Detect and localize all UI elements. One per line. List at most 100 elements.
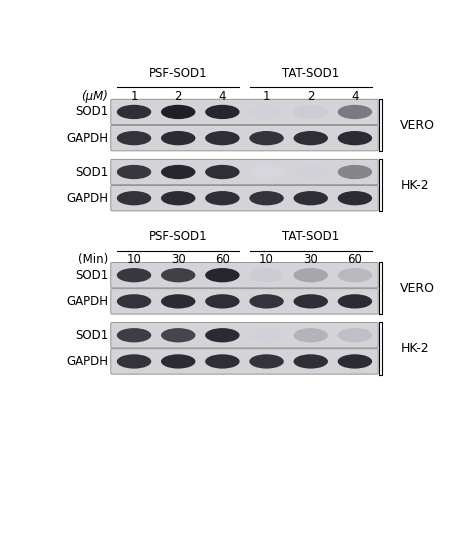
FancyBboxPatch shape: [111, 349, 378, 374]
Text: TAT-SOD1: TAT-SOD1: [282, 230, 339, 243]
Ellipse shape: [344, 134, 366, 143]
Ellipse shape: [252, 166, 281, 178]
Text: 30: 30: [303, 253, 318, 266]
Ellipse shape: [296, 106, 325, 118]
FancyBboxPatch shape: [111, 262, 378, 288]
Ellipse shape: [249, 354, 284, 369]
Text: 1: 1: [263, 90, 270, 103]
FancyBboxPatch shape: [111, 125, 378, 151]
Ellipse shape: [117, 105, 151, 119]
Ellipse shape: [340, 166, 370, 178]
Text: 1: 1: [130, 90, 138, 103]
Text: 30: 30: [171, 253, 186, 266]
Ellipse shape: [211, 330, 234, 340]
Text: GAPDH: GAPDH: [66, 355, 108, 368]
Ellipse shape: [337, 354, 372, 369]
Text: VERO: VERO: [400, 118, 435, 132]
Text: VERO: VERO: [400, 282, 435, 295]
Ellipse shape: [205, 328, 240, 342]
Text: (μM): (μM): [81, 90, 108, 103]
Ellipse shape: [249, 165, 284, 179]
Text: HK-2: HK-2: [400, 342, 429, 355]
Ellipse shape: [205, 131, 240, 145]
Ellipse shape: [340, 132, 370, 144]
Ellipse shape: [300, 193, 322, 203]
Text: GAPDH: GAPDH: [66, 295, 108, 308]
Text: 2: 2: [307, 90, 314, 103]
Ellipse shape: [255, 271, 278, 280]
Ellipse shape: [208, 192, 237, 204]
Ellipse shape: [255, 107, 278, 117]
Ellipse shape: [293, 191, 328, 206]
Ellipse shape: [164, 269, 193, 281]
Ellipse shape: [164, 132, 193, 144]
Ellipse shape: [337, 165, 372, 179]
Text: (Min): (Min): [78, 253, 108, 266]
Ellipse shape: [208, 329, 237, 341]
Ellipse shape: [161, 165, 195, 179]
Ellipse shape: [164, 355, 193, 368]
Ellipse shape: [123, 193, 145, 203]
Ellipse shape: [164, 106, 193, 118]
Ellipse shape: [119, 106, 149, 118]
Ellipse shape: [205, 268, 240, 282]
Text: SOD1: SOD1: [75, 105, 108, 118]
Ellipse shape: [255, 134, 278, 143]
Ellipse shape: [293, 328, 328, 342]
Ellipse shape: [119, 295, 149, 307]
Ellipse shape: [161, 294, 195, 309]
Ellipse shape: [208, 355, 237, 368]
Ellipse shape: [344, 107, 366, 117]
Ellipse shape: [337, 105, 372, 119]
Ellipse shape: [167, 357, 190, 366]
Ellipse shape: [167, 296, 190, 306]
Ellipse shape: [205, 165, 240, 179]
Ellipse shape: [337, 328, 372, 342]
Ellipse shape: [208, 295, 237, 307]
Ellipse shape: [337, 131, 372, 145]
Ellipse shape: [300, 107, 322, 117]
Ellipse shape: [123, 134, 145, 143]
Ellipse shape: [300, 357, 322, 366]
Ellipse shape: [167, 193, 190, 203]
Text: 2: 2: [174, 90, 182, 103]
Ellipse shape: [252, 269, 281, 281]
Ellipse shape: [255, 296, 278, 306]
Ellipse shape: [255, 357, 278, 366]
Text: HK-2: HK-2: [400, 179, 429, 192]
FancyBboxPatch shape: [111, 185, 378, 211]
Ellipse shape: [340, 355, 370, 368]
Ellipse shape: [164, 329, 193, 341]
Ellipse shape: [296, 355, 325, 368]
Ellipse shape: [293, 354, 328, 369]
Ellipse shape: [296, 295, 325, 307]
Ellipse shape: [167, 271, 190, 280]
Ellipse shape: [293, 131, 328, 145]
Text: PSF-SOD1: PSF-SOD1: [149, 230, 208, 243]
Text: SOD1: SOD1: [75, 165, 108, 179]
Ellipse shape: [340, 329, 370, 341]
Ellipse shape: [255, 330, 278, 340]
Ellipse shape: [119, 329, 149, 341]
Ellipse shape: [296, 166, 325, 178]
Ellipse shape: [123, 271, 145, 280]
Ellipse shape: [340, 269, 370, 281]
Text: TAT-SOD1: TAT-SOD1: [282, 67, 339, 79]
Text: GAPDH: GAPDH: [66, 132, 108, 145]
Ellipse shape: [119, 355, 149, 368]
Ellipse shape: [293, 268, 328, 282]
Ellipse shape: [123, 357, 145, 366]
Ellipse shape: [252, 132, 281, 144]
Ellipse shape: [249, 294, 284, 309]
Ellipse shape: [161, 328, 195, 342]
Ellipse shape: [164, 192, 193, 204]
Ellipse shape: [296, 132, 325, 144]
Ellipse shape: [161, 105, 195, 119]
Ellipse shape: [211, 193, 234, 203]
Ellipse shape: [293, 294, 328, 309]
Ellipse shape: [249, 191, 284, 206]
Ellipse shape: [208, 106, 237, 118]
Ellipse shape: [296, 269, 325, 281]
Ellipse shape: [300, 296, 322, 306]
Ellipse shape: [211, 296, 234, 306]
